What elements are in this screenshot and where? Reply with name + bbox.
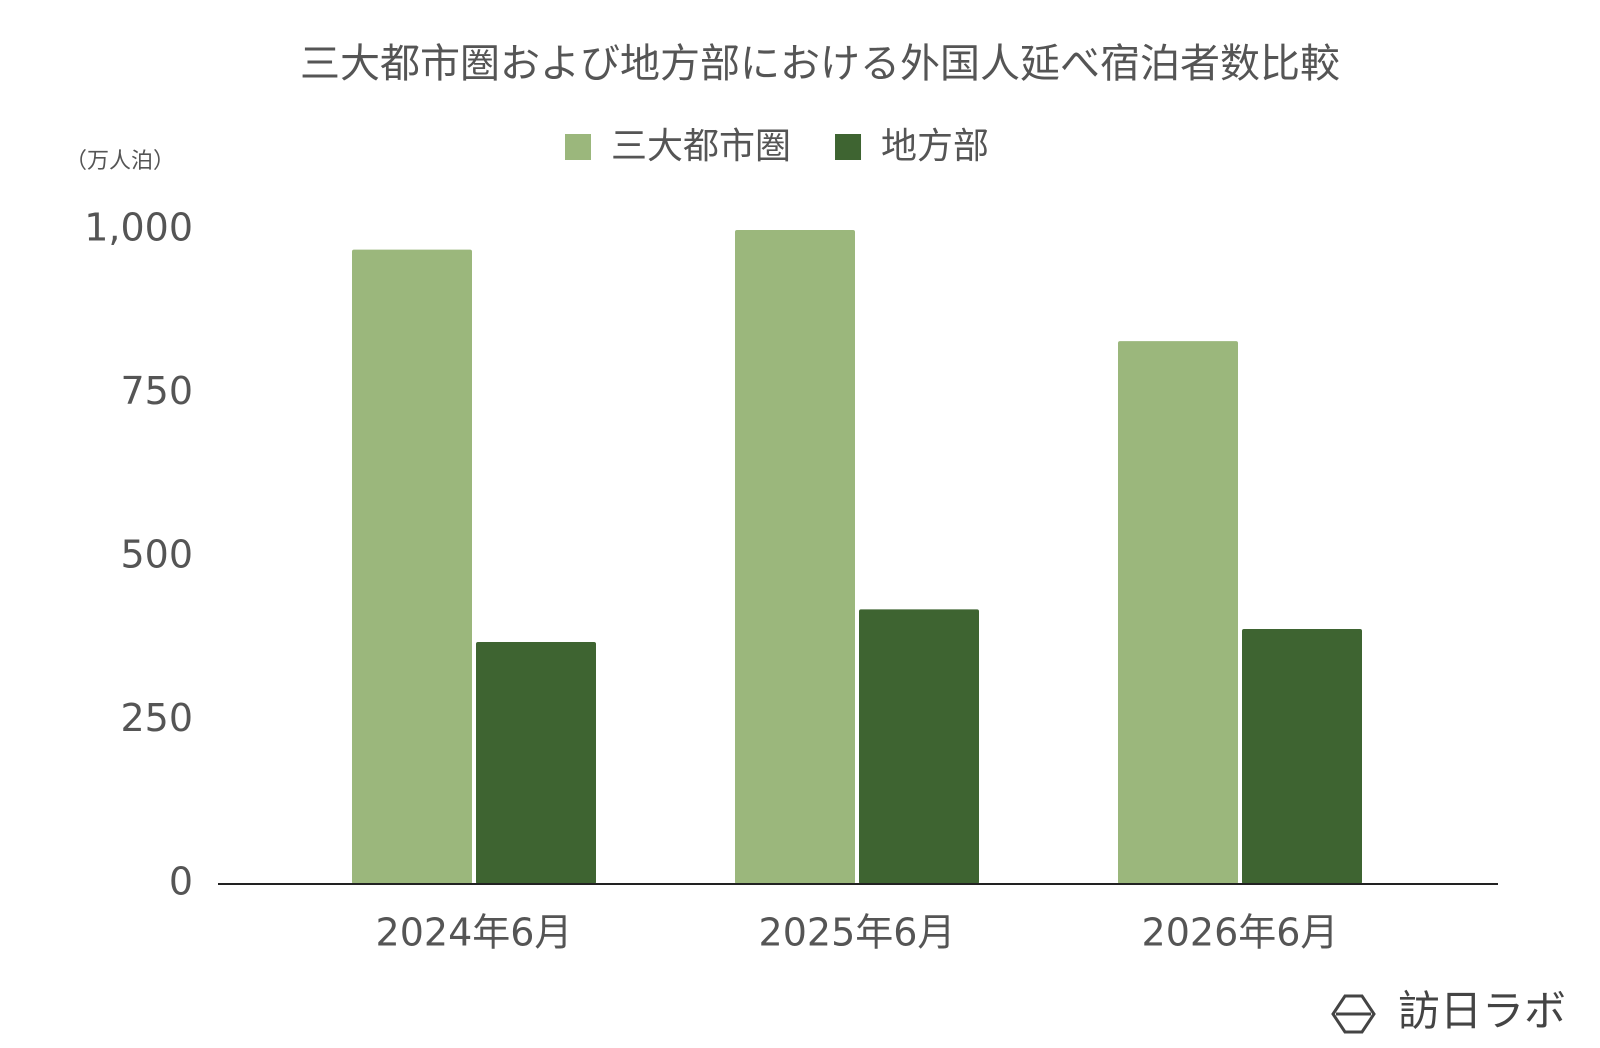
legend-swatch xyxy=(565,134,591,160)
chart-title: 三大都市圏および地方部における外国人延べ宿泊者数比較 xyxy=(300,41,1340,87)
y-tick-label: 500 xyxy=(120,533,193,577)
watermark-text: 訪日ラボ xyxy=(1398,987,1566,1036)
y-axis-unit: （万人泊） xyxy=(65,149,175,174)
bar xyxy=(1118,341,1238,884)
legend-swatch xyxy=(835,134,862,160)
y-tick-label: 0 xyxy=(169,860,193,904)
bar xyxy=(1242,628,1362,884)
y-tick-label: 750 xyxy=(120,369,193,413)
y-tick-label: 1,000 xyxy=(84,206,193,250)
x-tick-label: 2025年6月 xyxy=(759,911,956,955)
legend-label: 三大都市圏 xyxy=(611,126,791,167)
y-tick-label: 250 xyxy=(120,696,193,740)
legend-label: 地方部 xyxy=(881,126,989,167)
bar xyxy=(352,249,472,884)
bar xyxy=(735,230,855,884)
bar xyxy=(859,609,979,884)
watermark-logo: 訪日ラボ xyxy=(1331,987,1566,1036)
x-tick-label: 2026年6月 xyxy=(1142,911,1339,955)
x-tick-label: 2024年6月 xyxy=(376,911,573,955)
logo-icon xyxy=(1331,994,1376,1034)
bar xyxy=(476,642,596,884)
